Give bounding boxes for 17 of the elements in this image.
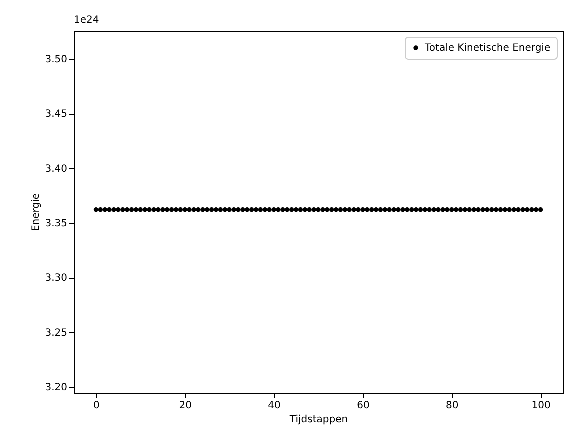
x-axis-title: Tijdstappen bbox=[288, 414, 348, 426]
y-axis-title: Energie bbox=[31, 193, 42, 232]
x-tick-label: 0 bbox=[94, 400, 100, 412]
y-tick-label: 3.30 bbox=[45, 273, 68, 284]
x-tick-label: 60 bbox=[357, 400, 370, 412]
legend-label: Totale Kinetische Energie bbox=[424, 43, 551, 54]
x-tick-label: 100 bbox=[532, 400, 551, 412]
y-tick-label: 3.40 bbox=[45, 164, 68, 175]
x-tick-label: 20 bbox=[179, 400, 192, 412]
text: 1e24 bbox=[74, 15, 100, 26]
y-tick-label: 3.25 bbox=[45, 328, 68, 339]
y-tick-label: 3.50 bbox=[45, 54, 68, 66]
y-tick-label: 3.35 bbox=[45, 218, 68, 230]
x-tick-label: 40 bbox=[268, 400, 281, 412]
x-tick-label: 80 bbox=[446, 400, 459, 412]
y-tick-label: 3.20 bbox=[45, 382, 68, 394]
y-tick-label: 3.45 bbox=[45, 109, 68, 120]
